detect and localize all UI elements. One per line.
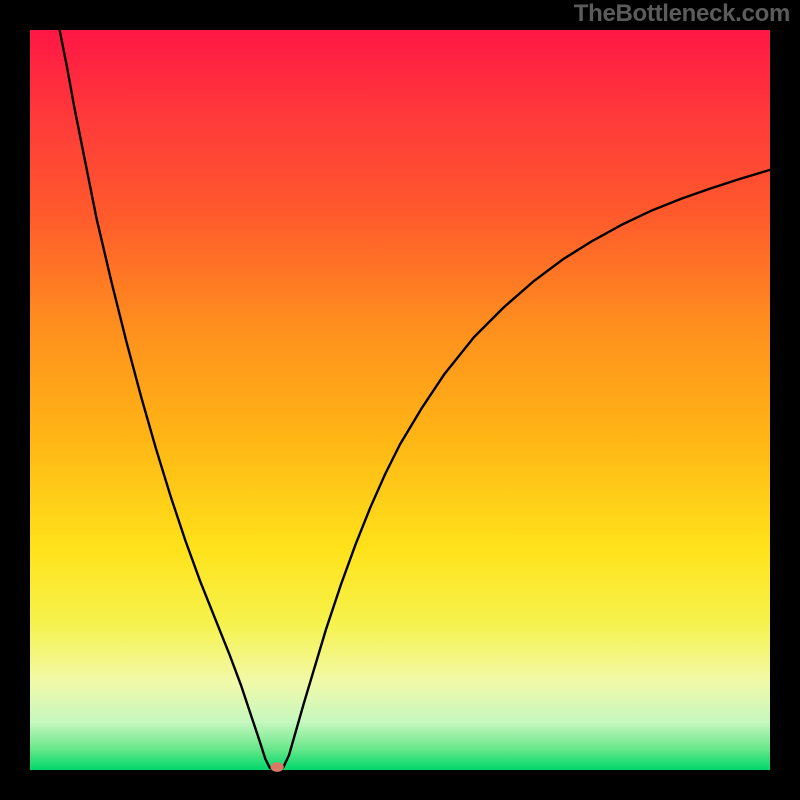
- bottleneck-chart-svg: [0, 0, 800, 800]
- chart-root: TheBottleneck.com: [0, 0, 800, 800]
- watermark-label: TheBottleneck.com: [574, 0, 790, 28]
- optimum-marker: [271, 762, 284, 772]
